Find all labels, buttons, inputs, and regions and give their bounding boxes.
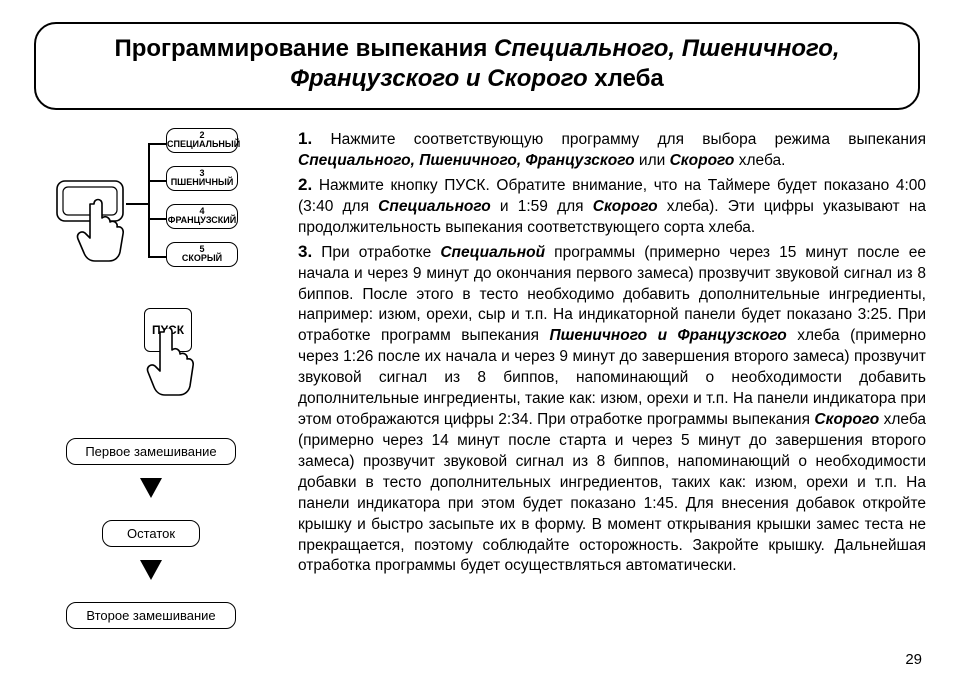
step-number: 3. [298,242,312,261]
program-button-fast: 5 СКОРЫЙ [166,242,238,267]
step-1: 1. Нажмите соответствующую программу для… [298,128,926,172]
step-2: 2. Нажмите кнопку ПУСК. Обратите внимани… [298,174,926,239]
step-3: 3. При отработке Специальной программы (… [298,241,926,578]
program-label: ПШЕНИЧНЫЙ [171,177,234,187]
page-title: Программирование выпекания Специального,… [56,34,898,94]
arrow-down-icon [140,560,162,580]
program-label: СПЕЦИАЛЬНЫЙ [167,139,240,149]
program-button-wheat: 3 ПШЕНИЧНЫЙ [166,166,238,191]
step-box-first-knead: Первое замешивание [66,438,236,465]
title-post: хлеба [594,65,663,92]
title-box: Программирование выпекания Специального,… [34,22,920,110]
page-number: 29 [905,651,922,668]
arrow-down-icon [140,478,162,498]
step-box-second-knead: Второе замешивание [66,602,236,629]
step-number: 2. [298,175,312,194]
title-pre: Программирование выпекания [114,35,487,62]
diagram: 2 СПЕЦИАЛЬНЫЙ 3 ПШЕНИЧНЫЙ 4 ФРАНЦУЗСКИЙ … [36,128,276,658]
program-label: ФРАНЦУЗСКИЙ [168,215,236,225]
step-number: 1. [298,129,312,148]
program-button-special: 2 СПЕЦИАЛЬНЫЙ [166,128,238,153]
hand-touch-panel-icon [54,176,134,266]
program-label: СКОРЫЙ [182,253,222,263]
hand-touch-start-icon [132,328,202,418]
program-button-french: 4 ФРАНЦУЗСКИЙ [166,204,238,229]
step-box-rest: Остаток [102,520,200,547]
instructions: 1. Нажмите соответствующую программу для… [288,128,926,658]
